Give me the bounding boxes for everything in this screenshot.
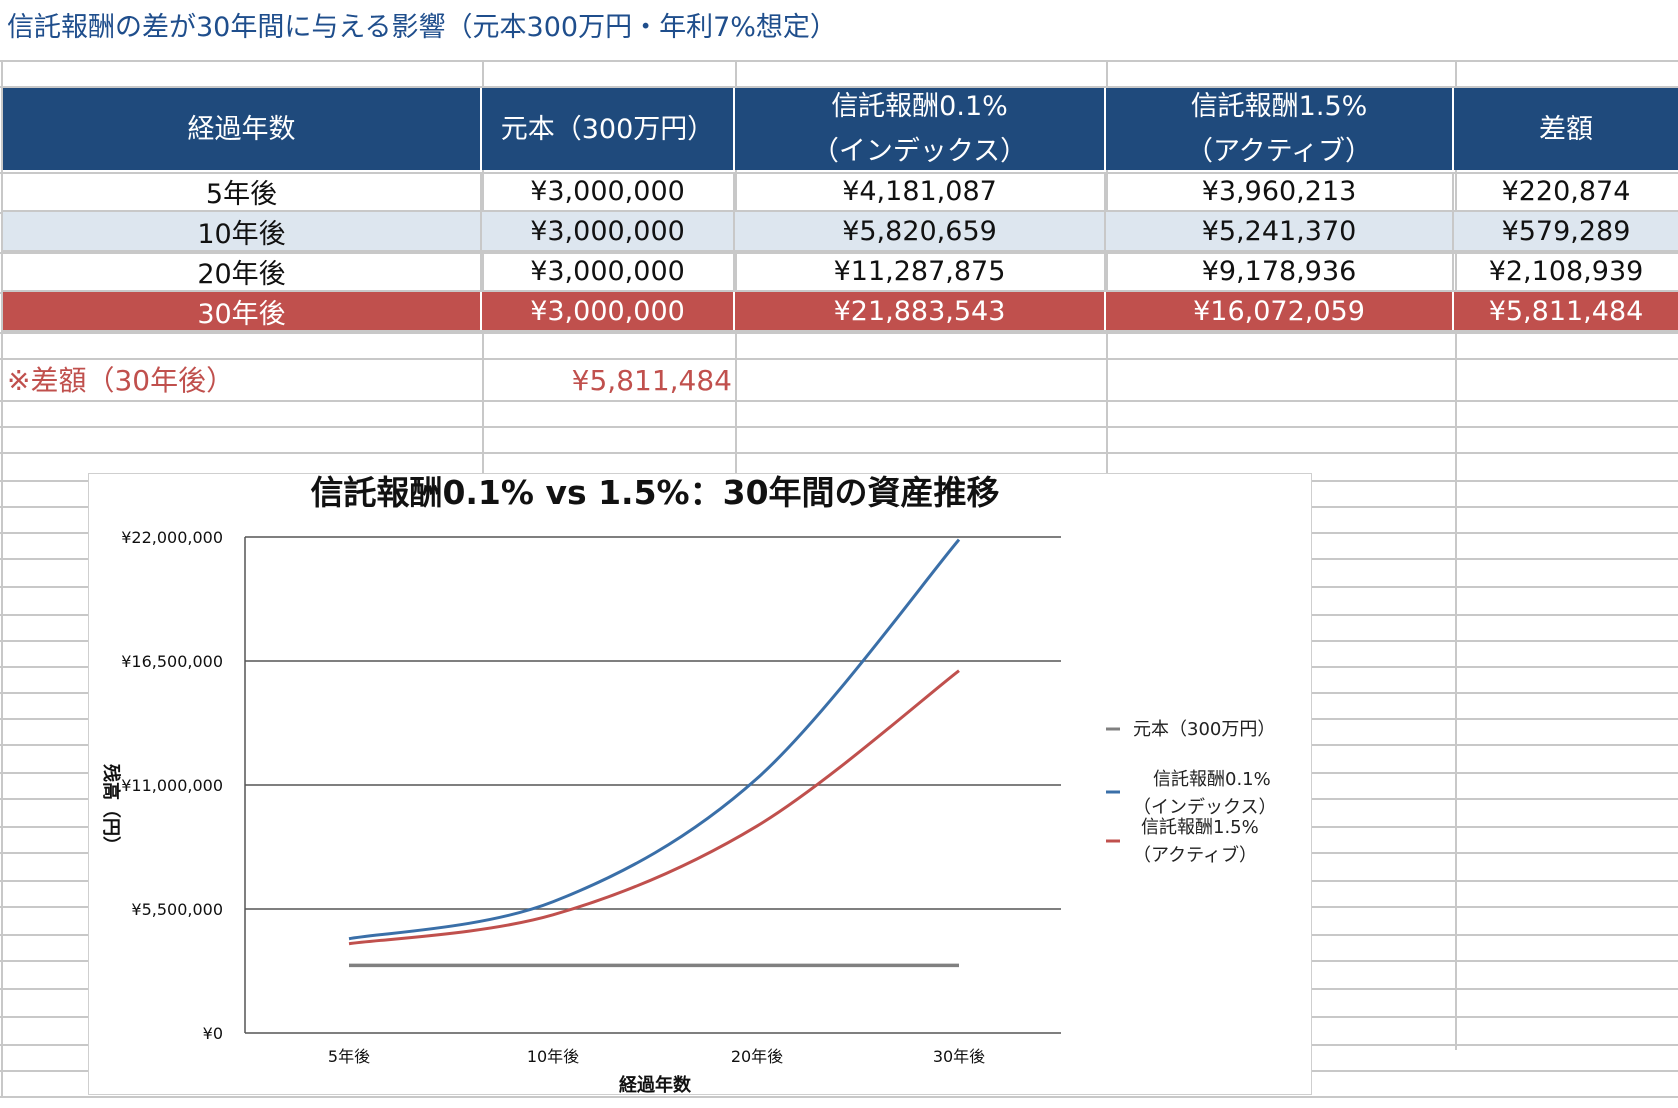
table-cell[interactable]: ¥2,108,939 (1488, 255, 1644, 287)
x-tick-label: 10年後 (527, 1047, 579, 1066)
sheet-title: 信託報酬の差が30年間に与える影響（元本300万円・年利7%想定） (7, 12, 837, 43)
y-axis-title: 残高（円） (100, 764, 122, 854)
table-cell[interactable]: ¥9,178,936 (1106, 252, 1454, 290)
table-cell[interactable]: 5年後 (3, 172, 482, 210)
table-cell[interactable]: ¥4,181,087 (735, 172, 1106, 210)
table-row: 10年後 ¥3,000,000 ¥5,820,659 ¥5,241,370 ¥5… (3, 212, 1678, 252)
table-cell[interactable]: ¥3,000,000 (482, 252, 735, 290)
chart-title: 信託報酬0.1% vs 1.5%：30年間の資産推移 (310, 474, 999, 512)
legend-entry: 元本（300万円） (1133, 719, 1275, 740)
chart-canvas: 信託報酬0.1% vs 1.5%：30年間の資産推移 ¥0 ¥5,500,000 ¥… (100, 474, 1276, 1096)
table-header-row: 経過年数 元本（300万円） 信託報酬0.1% （インデックス） 信託報酬1.5%… (3, 88, 1678, 170)
sheet-row-line (0, 252, 1678, 254)
series-line (348, 669, 960, 946)
y-tick-label: ¥5,500,000 (131, 900, 223, 919)
table-row: 5年後 ¥3,000,000 ¥4,181,087 ¥3,960,213 ¥22… (3, 172, 1678, 212)
table-cell[interactable]: ¥16,072,059 (1106, 292, 1454, 330)
sheet-row-line (0, 60, 1678, 62)
table-row: 20年後 ¥3,000,000 ¥11,287,875 ¥9,178,936 ¥… (3, 252, 1678, 292)
header-line: （インデックス） (811, 136, 1028, 167)
sheet-row-line (0, 86, 1678, 88)
difference-note-label[interactable]: ※差額（30年後） (7, 364, 235, 397)
header-line: 信託報酬0.1% (831, 91, 1008, 122)
sheet-column-line (1455, 60, 1457, 1050)
sheet-row-line (0, 426, 1678, 428)
series-line (348, 538, 961, 941)
legend-entry: 信託報酬0.1% (1153, 769, 1271, 790)
sheet-column-line (735, 60, 737, 473)
difference-note-value[interactable]: ¥5,811,484 (571, 364, 732, 397)
header-line: 差額 (1539, 113, 1593, 145)
x-axis-title: 経過年数 (619, 1074, 692, 1096)
legend-entry: 信託報酬1.5% (1141, 817, 1259, 838)
sheet-column-line (482, 60, 484, 473)
y-tick-label: ¥0 (203, 1024, 223, 1043)
sheet-row-line (0, 400, 1678, 402)
table-cell[interactable]: 20年後 (3, 252, 482, 290)
sheet-column-line (1, 60, 3, 1096)
sheet-row-line (0, 172, 1678, 174)
y-tick-label: ¥16,500,000 (121, 652, 223, 671)
header-cell[interactable]: 元本（300万円） (482, 88, 735, 170)
table-cell[interactable]: ¥3,960,213 (1106, 172, 1454, 210)
table-cell[interactable]: 30年後 (3, 292, 482, 330)
sheet-column-line (1106, 60, 1108, 473)
line-chart[interactable]: 信託報酬0.1% vs 1.5%：30年間の資産推移 ¥0 ¥5,500,000 ¥… (88, 473, 1312, 1096)
header-line: 経過年数 (187, 113, 296, 145)
legend-entry: （インデックス） (1133, 797, 1276, 818)
table-cell[interactable]: ¥5,820,659 (735, 212, 1106, 250)
sheet-row-line (0, 1096, 1678, 1098)
table-row-highlight: 30年後 ¥3,000,000 ¥21,883,543 ¥16,072,059 … (3, 292, 1678, 332)
table-cell[interactable]: ¥11,287,875 (735, 252, 1106, 290)
table-cell[interactable]: 10年後 (3, 212, 482, 250)
header-line: 元本（300万円） (500, 113, 715, 145)
x-tick-label: 5年後 (328, 1047, 370, 1066)
header-line: （アクティブ） (1185, 136, 1373, 167)
sheet-row-line (0, 358, 1678, 360)
y-tick-label: ¥22,000,000 (121, 528, 223, 547)
table-cell[interactable]: ¥21,883,543 (735, 292, 1106, 330)
header-cell[interactable]: 信託報酬1.5% （アクティブ） (1106, 88, 1454, 170)
sheet-row-line (0, 332, 1678, 334)
header-cell[interactable]: 信託報酬0.1% （インデックス） (735, 88, 1106, 170)
table-cell[interactable]: ¥579,289 (1501, 215, 1631, 247)
table-cell[interactable]: ¥3,000,000 (482, 172, 735, 210)
legend-entry: （アクティブ） (1133, 844, 1257, 866)
x-tick-label: 30年後 (933, 1047, 985, 1066)
header-line: 信託報酬1.5% (1190, 91, 1368, 122)
header-cell[interactable]: 差額 (1454, 88, 1678, 170)
y-tick-label: ¥11,000,000 (121, 776, 223, 795)
x-tick-label: 20年後 (731, 1047, 783, 1066)
sheet-row-line (0, 452, 1678, 454)
header-cell[interactable]: 経過年数 (3, 88, 482, 170)
table-cell[interactable]: ¥3,000,000 (482, 212, 735, 250)
table-cell[interactable]: ¥5,811,484 (1488, 295, 1644, 327)
table-cell[interactable]: ¥220,874 (1501, 175, 1631, 207)
table-cell[interactable]: ¥3,000,000 (482, 292, 735, 330)
table-cell[interactable]: ¥5,241,370 (1106, 212, 1454, 250)
